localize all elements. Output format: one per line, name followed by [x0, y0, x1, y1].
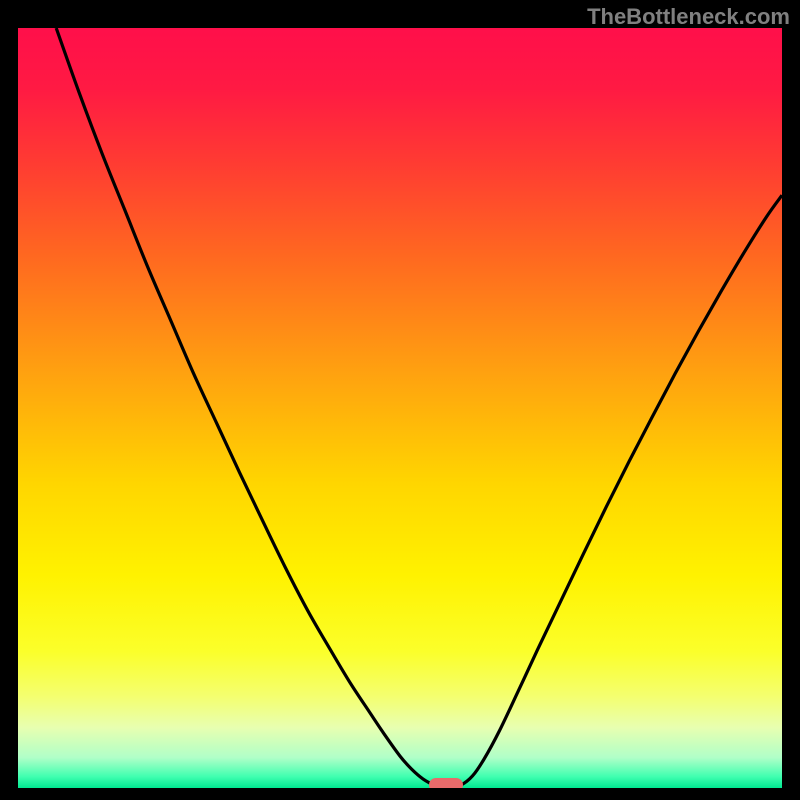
watermark-text: TheBottleneck.com [587, 4, 790, 30]
chart-container: TheBottleneck.com [0, 0, 800, 800]
bottleneck-curve [18, 28, 782, 788]
plot-area [18, 28, 782, 788]
optimal-marker [429, 778, 463, 788]
